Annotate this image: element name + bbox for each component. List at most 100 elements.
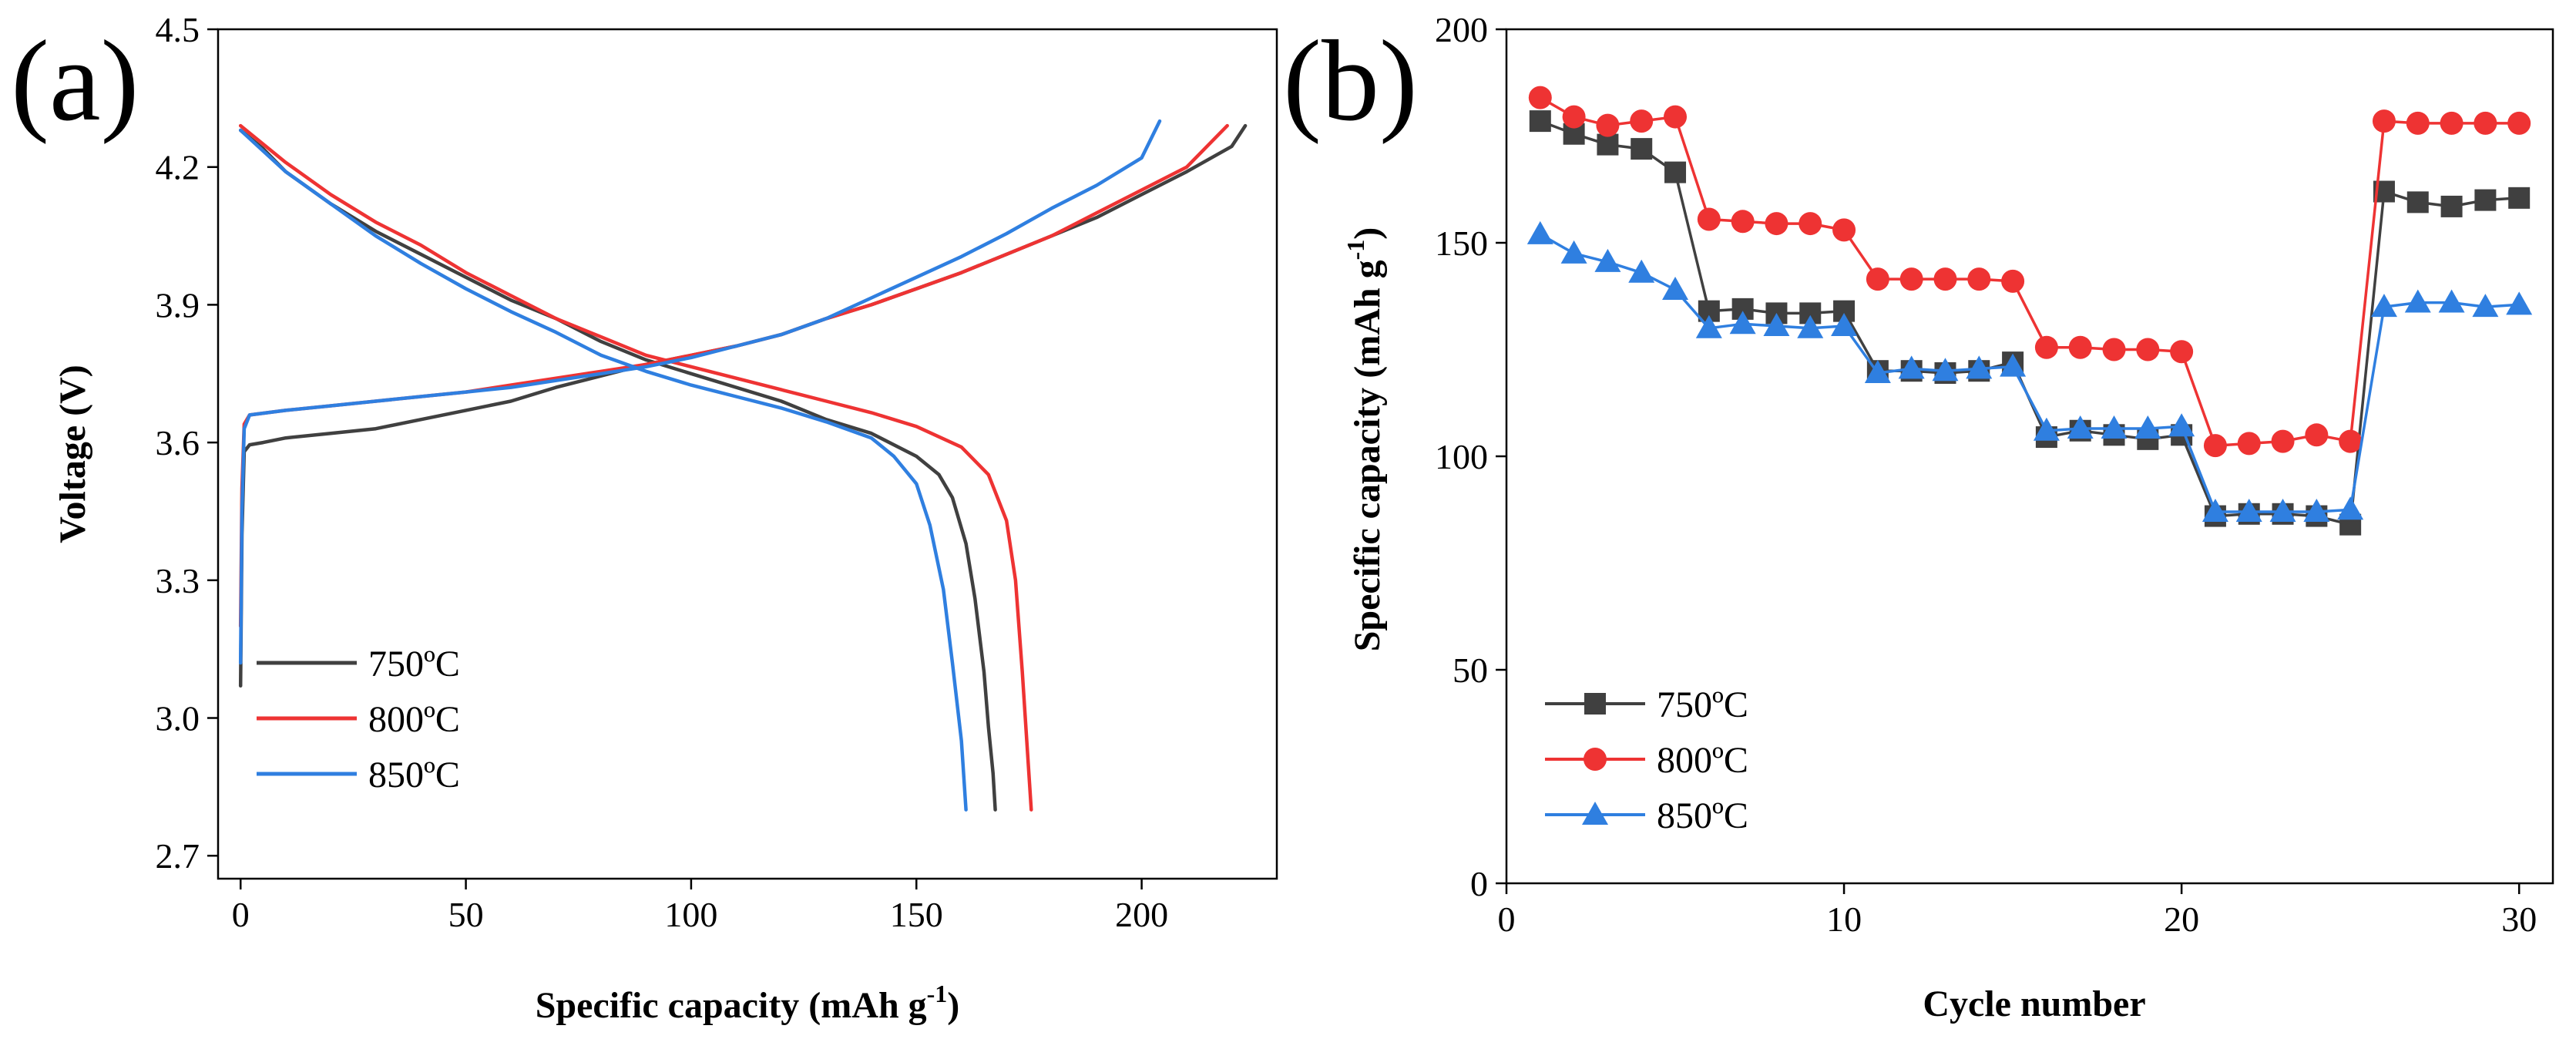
panel-a-discharge-curve-800: [238, 123, 1033, 812]
panel-b-series-800: [1528, 86, 2531, 458]
panel-b-data-point: [2170, 340, 2194, 364]
panel-b-data-point: [2440, 111, 2463, 135]
panel-b-data-point: [2305, 423, 2329, 447]
panel-a-plot-frame: [217, 28, 1278, 880]
panel-b-data-point: [2474, 111, 2497, 135]
panel-b-legend-marker: [1582, 802, 1608, 825]
panel-b-legend-marker: [1584, 693, 1606, 715]
panel-b-data-point: [1562, 105, 1586, 129]
panel-a-x-axis-label: Specific capacity (mAh g-1): [536, 980, 960, 1026]
panel-b-legend-label: 750ºC: [1657, 684, 1748, 725]
panel-a-ticks: 0 50 100 150 200 2.7 3.0 3.3 3.6 3.9 4.2 4.5: [156, 10, 1169, 934]
panel-b-y-tick-label: 50: [1453, 651, 1488, 690]
panel-a-legend-label: 850ºC: [368, 755, 460, 795]
panel-b-data-point: [2406, 111, 2430, 135]
panel-b-data-point: [1932, 358, 1959, 382]
panel-b-data-point: [1967, 267, 1991, 291]
panel-b-data-point: [2202, 499, 2228, 523]
panel-b-data-point: [1798, 212, 1822, 236]
panel-b-data-point: [2370, 294, 2397, 318]
panel-b-data-point: [1630, 109, 1654, 133]
panel-b-data-point: [1731, 210, 1755, 234]
panel-a-y-axis-label: Voltage (V): [52, 365, 93, 543]
panel-b-data-point: [2068, 335, 2092, 359]
panel-b-data-point: [2168, 413, 2195, 437]
panel-b-data-point: [1529, 110, 1551, 133]
panel-b-y-axis-label: Specific capacity (mAh g-1): [1342, 227, 1388, 652]
panel-b-data-point: [1864, 359, 1891, 383]
panel-b-series-line: [1539, 96, 2520, 447]
panel-b-data-point: [1662, 276, 1689, 300]
panel-a-legend-label: 800ºC: [368, 699, 460, 740]
panel-b-data-point: [1866, 267, 1889, 291]
panel-b-data-point: [2339, 429, 2363, 453]
panel-b-y-axis-label-end: ): [1347, 227, 1388, 240]
panel-b-data-point: [1596, 113, 1620, 137]
panel-b-data-point: [1528, 86, 1552, 109]
panel-b-data-point: [1560, 240, 1587, 264]
panel-a-x-tick-label: 200: [1115, 895, 1168, 934]
panel-a-x-tick-label: 0: [232, 895, 250, 934]
panel-b-label: (b): [1283, 17, 1418, 145]
panel-b-data-point: [2067, 415, 2094, 439]
panel-b-data-point: [2136, 338, 2160, 361]
panel-b-x-tick-label: 30: [2501, 899, 2537, 939]
panel-b-data-point: [2472, 294, 2499, 318]
panel-b-data-point: [2508, 187, 2531, 209]
panel-b-data-point: [2438, 289, 2465, 313]
panel-b-legend: 750ºC 800ºC 850ºC: [1545, 684, 1748, 836]
panel-b-data-point: [1697, 207, 1721, 231]
panel-b-data-point: [2237, 432, 2261, 456]
panel-a-curves: [238, 119, 1248, 812]
panel-b-data-point: [2033, 417, 2060, 441]
panel-b-data-point: [1898, 355, 1925, 379]
panel-b-data-point: [1832, 218, 1856, 242]
panel-b-series-850: [1526, 220, 2533, 523]
panel-b-data-point: [1664, 161, 1687, 183]
panel-b-legend-label: 850ºC: [1657, 795, 1748, 836]
panel-a-y-tick-label: 3.3: [156, 561, 200, 600]
panel-a-y-tick-label: 4.2: [156, 148, 200, 187]
panel-a-label: (a): [11, 17, 139, 145]
panel-a-x-tick-label: 150: [890, 895, 943, 934]
panel-b-data-point: [2406, 191, 2429, 214]
panel-a-x-tick-label: 50: [448, 895, 484, 934]
panel-b-data-point: [2506, 291, 2533, 315]
panel-b-y-tick-label: 200: [1435, 10, 1488, 49]
panel-a-discharge-curve-850: [238, 128, 968, 812]
panel-a-legend-label: 750ºC: [368, 644, 460, 684]
panel-b-data-point: [1695, 314, 1722, 338]
panel-b-series: [1526, 86, 2533, 536]
panel-b-y-tick-label: 150: [1435, 224, 1488, 263]
panel-a-y-tick-label: 3.9: [156, 285, 200, 324]
panel-b-data-point: [1765, 212, 1788, 236]
panel-a-discharge-curve-750: [238, 128, 997, 812]
panel-b-series-line: [1539, 233, 2520, 513]
panel-b-x-tick-label: 20: [2164, 899, 2199, 939]
panel-a-legend: 750ºC 800ºC 850ºC: [257, 644, 460, 795]
panel-b-data-point: [2101, 415, 2128, 439]
panel-b-data-point: [2507, 111, 2531, 135]
panel-b-data-point: [2001, 269, 2025, 293]
panel-b-data-point: [1966, 355, 1993, 379]
panel-a-y-tick-label: 4.5: [156, 10, 200, 49]
panel-a-y-tick-label: 2.7: [156, 836, 200, 876]
panel-b-data-point: [1597, 133, 1619, 156]
panel-b-y-tick-label: 100: [1435, 437, 1488, 476]
panel-b-data-point: [2203, 434, 2227, 458]
panel-a-y-tick-label: 3.6: [156, 423, 200, 462]
panel-b-data-point: [2372, 109, 2396, 133]
panel-b-x-tick-label: 0: [1498, 899, 1516, 939]
panel-a-y-tick-label: 3.0: [156, 699, 200, 738]
panel-b-ticks: 0 10 20 30 0 50 100 150 200: [1435, 10, 2537, 939]
panel-b-legend-marker: [1584, 748, 1607, 771]
panel-b-data-point: [1631, 138, 1653, 160]
panel-b-data-point: [2134, 415, 2161, 439]
panel-b-data-point: [1594, 248, 1621, 272]
panel-b-data-point: [1526, 220, 1553, 244]
panel-b-data-point: [2000, 353, 2027, 377]
panel-a-x-axis-label-superscript: -1: [927, 980, 948, 1007]
panel-b-data-point: [1763, 313, 1790, 337]
